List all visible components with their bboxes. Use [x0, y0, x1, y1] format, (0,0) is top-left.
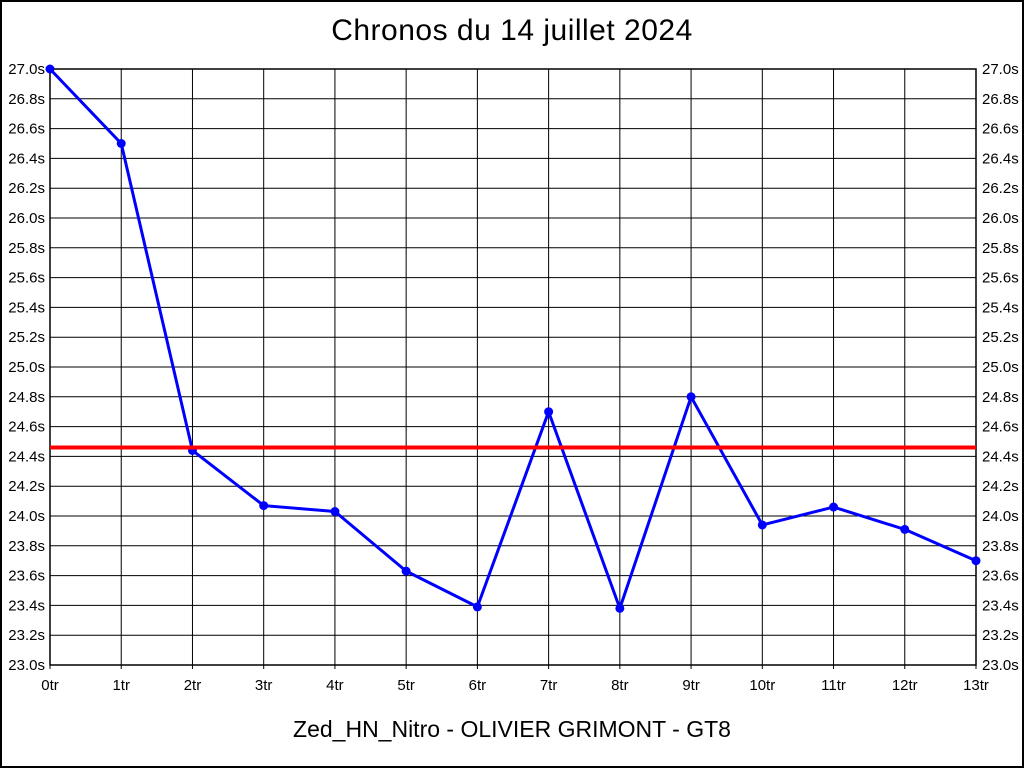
data-point-marker: [259, 501, 269, 511]
y-axis-label-right: 26.0s: [982, 210, 1019, 227]
y-axis-label-right: 25.4s: [982, 299, 1019, 316]
x-axis-label: 11tr: [821, 677, 846, 694]
x-axis-label: 3tr: [255, 677, 273, 694]
y-axis-label-left: 25.4s: [8, 299, 45, 316]
y-axis-label-right: 23.8s: [982, 538, 1019, 555]
x-axis-label: 8tr: [611, 677, 629, 694]
y-axis-label-right: 26.6s: [982, 121, 1019, 138]
y-axis-label-right: 26.8s: [982, 91, 1019, 108]
y-axis-label-right: 25.8s: [982, 240, 1019, 257]
data-point-marker: [544, 407, 554, 417]
y-axis-label-right: 24.8s: [982, 389, 1019, 406]
x-axis-label: 5tr: [397, 677, 415, 694]
y-axis-label-left: 25.8s: [8, 240, 45, 257]
x-axis-label: 0tr: [41, 677, 59, 694]
y-axis-label-right: 25.2s: [982, 329, 1019, 346]
y-axis-label-left: 24.0s: [8, 508, 45, 525]
y-axis-label-left: 24.8s: [8, 389, 45, 406]
y-axis-label-right: 24.0s: [982, 508, 1019, 525]
y-axis-label-left: 24.2s: [8, 478, 45, 495]
plot-frame: [49, 68, 977, 666]
series-line: [48, 67, 977, 610]
data-point-marker: [401, 566, 411, 576]
data-point-marker: [615, 603, 625, 613]
x-axis-label: 4tr: [326, 677, 344, 694]
x-axis-label: 12tr: [892, 677, 918, 694]
data-point-marker: [330, 507, 340, 517]
y-axis-label-right: 23.4s: [982, 597, 1019, 614]
y-axis-label-left: 24.6s: [8, 419, 45, 436]
data-point-marker: [472, 602, 482, 612]
data-point-marker: [829, 502, 839, 512]
y-axis-label-left: 25.0s: [8, 359, 45, 376]
data-point-marker: [45, 64, 55, 74]
x-axis-label: 6tr: [469, 677, 487, 694]
y-axis-label-right: 27.0s: [982, 61, 1019, 78]
y-axis-label-left: 27.0s: [8, 61, 45, 78]
data-point-marker: [757, 520, 767, 530]
data-point-marker: [900, 524, 910, 534]
x-axis-label: 13tr: [963, 677, 989, 694]
y-axis-label-left: 25.2s: [8, 329, 45, 346]
y-axis-label-left: 26.4s: [8, 150, 45, 167]
y-axis-label-left: 24.4s: [8, 448, 45, 465]
y-axis-label-right: 23.6s: [982, 568, 1019, 585]
x-axis-label: 10tr: [749, 677, 775, 694]
chart-caption: Zed_HN_Nitro - OLIVIER GRIMONT - GT8: [293, 716, 731, 742]
y-axis-label-left: 25.6s: [8, 270, 45, 287]
x-axis-label: 2tr: [184, 677, 202, 694]
y-axis-label-right: 24.2s: [982, 478, 1019, 495]
y-axis-label-left: 26.2s: [8, 180, 45, 197]
y-axis-label-left: 23.4s: [8, 597, 45, 614]
x-axis-label: 1tr: [112, 677, 130, 694]
y-axis-label-right: 25.0s: [982, 359, 1019, 376]
data-point-marker: [971, 556, 981, 566]
y-axis-label-right: 23.0s: [982, 657, 1019, 674]
y-axis-label-left: 23.6s: [8, 568, 45, 585]
data-point-marker: [116, 139, 126, 148]
y-axis-label-left: 26.0s: [8, 210, 45, 227]
data-point-marker: [686, 392, 696, 402]
y-axis-label-right: 25.6s: [982, 270, 1019, 287]
x-axis-label: 9tr: [682, 677, 700, 694]
y-axis-label-left: 23.8s: [8, 538, 45, 555]
y-axis-label-left: 23.2s: [8, 627, 45, 644]
y-axis-label-left: 26.6s: [8, 121, 45, 138]
y-axis-label-right: 24.6s: [982, 419, 1019, 436]
y-axis-label-left: 23.0s: [8, 657, 45, 674]
chart-title: Chronos du 14 juillet 2024: [331, 14, 693, 47]
y-axis-label-right: 26.4s: [982, 150, 1019, 167]
y-axis-label-left: 26.8s: [8, 91, 45, 108]
x-axis-label: 7tr: [540, 677, 558, 694]
y-axis-label-right: 24.4s: [982, 448, 1019, 465]
y-axis-label-right: 26.2s: [982, 180, 1019, 197]
y-axis-label-right: 23.2s: [982, 627, 1019, 644]
